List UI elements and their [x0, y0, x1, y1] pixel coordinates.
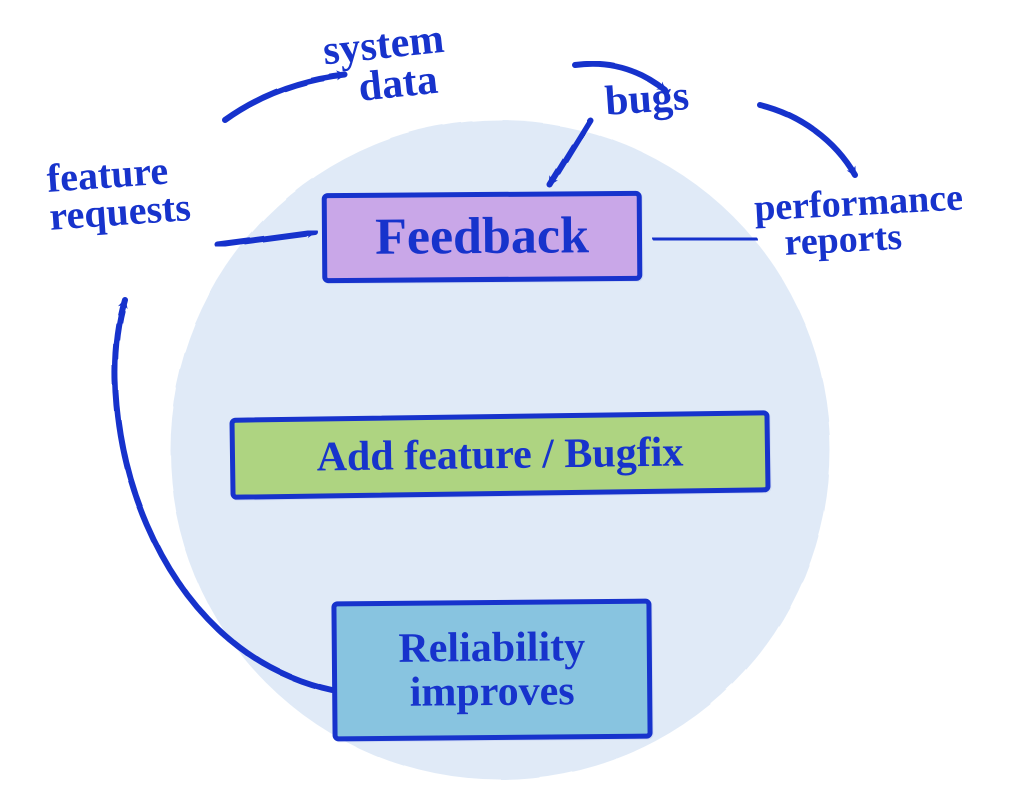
node-addfeature: Add feature / Bugfix [229, 410, 770, 500]
node-feedback: Feedback [322, 191, 643, 283]
node-label-addfeature: Add feature / Bugfix [316, 430, 683, 479]
label-bugs: bugs [604, 77, 691, 123]
node-label-feedback: Feedback [375, 209, 589, 265]
label-feature-requests: feature requests [46, 150, 192, 236]
diagram-stage: Feedback Add feature / Bugfix Reliability … [0, 0, 1034, 811]
node-label-reliability: Reliability improves [398, 625, 585, 715]
arrow-a-perf-into-box [655, 238, 755, 240]
label-performance: performance reports [753, 180, 965, 263]
node-reliability: Reliability improves [331, 599, 652, 742]
label-system-data: system data [321, 20, 450, 112]
arrow-a-bugs-to-perf [760, 105, 855, 175]
